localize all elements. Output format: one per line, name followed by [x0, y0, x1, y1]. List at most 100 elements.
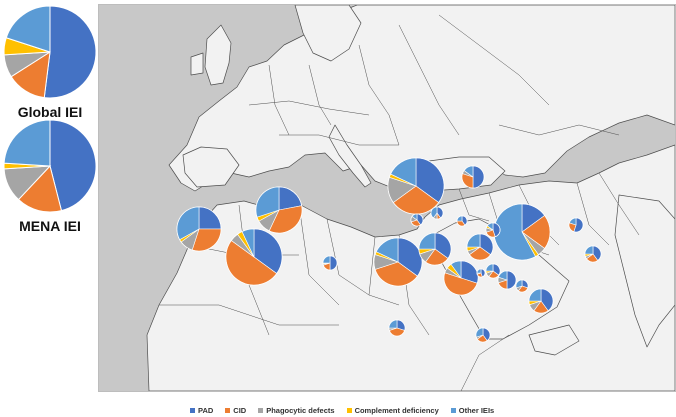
country-pie-7 — [418, 232, 452, 266]
legend-item: Phagocytic defects — [258, 405, 335, 415]
country-pie-6 — [373, 237, 423, 287]
country-pies-layer — [176, 157, 602, 343]
legend-swatch — [346, 407, 352, 413]
country-pie-5-slice-pad — [415, 157, 445, 203]
country-pie-7-slice-other-ieis — [418, 232, 436, 250]
country-pie-23 — [388, 319, 406, 337]
country-pie-10 — [430, 206, 444, 220]
legend-item: Other IEIs — [450, 405, 495, 415]
country-pie-22 — [476, 268, 486, 278]
country-pie-12 — [493, 203, 551, 261]
country-pie-3 — [225, 228, 283, 286]
legend-swatch — [450, 407, 456, 413]
country-pie-16 — [485, 263, 501, 279]
legend-item: PAD — [190, 406, 213, 415]
country-pie-18-slice-other-ieis — [515, 279, 523, 289]
legend-item: Complement deficiency — [346, 405, 439, 415]
country-pie-15-slice-pad — [492, 222, 501, 238]
country-pie-5 — [387, 157, 445, 215]
legend: PAD CID Phagocytic defects Complement defic… — [190, 403, 494, 417]
country-pie-9-slice-other-ieis — [411, 213, 418, 221]
country-pie-9 — [410, 213, 424, 227]
country-pie-23-slice-other-ieis — [388, 319, 398, 329]
mena-iei-label: MENA IEI — [19, 218, 81, 234]
country-pie-20 — [568, 217, 584, 233]
country-pie-2 — [255, 186, 303, 234]
country-pie-4-slice-pad — [329, 255, 338, 271]
landmass-scandinavia — [294, 5, 362, 62]
map — [146, 5, 675, 391]
country-pie-21-slice-pad — [592, 245, 602, 261]
country-pie-1-slice-pad — [198, 206, 222, 230]
landmass-india — [614, 194, 675, 348]
mena-iei-slice-cid — [17, 164, 63, 213]
country-pie-3-slice-pad — [253, 228, 283, 274]
landmass-italy — [328, 124, 372, 188]
country-pie-14-slice-cid — [443, 272, 478, 296]
map-panel — [98, 4, 676, 392]
country-pie-22-slice-other-ieis — [476, 268, 482, 274]
legend-label: CID — [233, 405, 247, 415]
country-pie-3-slice-cid — [225, 240, 278, 286]
country-pie-12-slice-other-ieis — [493, 203, 536, 261]
country-pie-19-slice-other-ieis — [528, 288, 542, 302]
country-pie-10-slice-other-ieis — [430, 206, 438, 219]
country-pie-24-slice-other-ieis — [475, 327, 484, 338]
borders — [159, 14, 640, 391]
legend-label: Phagocytic defects — [266, 405, 335, 415]
country-pie-5-slice-other-ieis — [390, 157, 417, 187]
country-pie-15 — [485, 222, 501, 238]
country-pie-13-slice-cid — [469, 246, 491, 261]
country-pie-8-slice-other-ieis — [463, 165, 474, 178]
country-pie-14 — [443, 260, 479, 296]
mena-iei-slice-other-ieis — [3, 119, 51, 167]
country-pie-11 — [456, 215, 468, 227]
landmass-europe — [168, 5, 675, 192]
legend-label: Complement deficiency — [354, 405, 439, 415]
country-pie-4 — [322, 255, 338, 271]
country-pie-18 — [515, 279, 529, 293]
legend-swatch — [225, 407, 231, 413]
country-pie-14-slice-other-ieis — [450, 260, 462, 279]
country-pie-4-slice-other-ieis — [322, 255, 331, 264]
landmass-ireland — [190, 52, 204, 76]
global-iei-slice-pad — [43, 5, 97, 99]
country-pie-1 — [176, 206, 222, 252]
country-pie-8-slice-pad — [472, 165, 485, 189]
legend-swatch — [258, 407, 264, 413]
landmass-britain — [204, 24, 232, 86]
country-pie-13-slice-pad — [479, 233, 494, 256]
country-pie-2-slice-cid — [268, 205, 303, 234]
country-pie-6-slice-cid — [374, 261, 418, 287]
global-iei-pie — [3, 5, 97, 99]
country-pie-1-slice-other-ieis — [176, 206, 200, 241]
country-pie-21-slice-other-ieis — [584, 245, 594, 255]
country-pie-17 — [497, 270, 517, 290]
country-pie-14-slice-pad — [460, 260, 479, 284]
country-pie-11-slice-other-ieis — [456, 215, 463, 222]
country-pie-20-slice-other-ieis — [568, 217, 577, 226]
country-pie-24 — [475, 327, 491, 343]
country-pie-16-slice-other-ieis — [485, 263, 494, 272]
mena-iei-pie — [3, 119, 97, 213]
country-pie-15-slice-other-ieis — [486, 222, 494, 231]
country-pie-19-slice-pad — [540, 288, 554, 312]
country-pie-6-slice-other-ieis — [375, 237, 399, 263]
country-pie-2-slice-other-ieis — [255, 186, 280, 218]
landmass-horn — [528, 324, 580, 356]
legend-swatch — [190, 407, 195, 413]
legend-label: PAD — [198, 405, 214, 415]
country-pie-17-slice-other-ieis — [498, 270, 508, 281]
legend-label: Other IEIs — [458, 405, 495, 415]
country-pie-13 — [466, 233, 494, 261]
global-iei-slice-other-ieis — [5, 5, 51, 53]
country-pie-8 — [461, 165, 485, 189]
global-iei-label: Global IEI — [17, 104, 83, 120]
country-pie-7-slice-pad — [434, 232, 452, 259]
country-pie-1-slice-cid — [191, 228, 222, 252]
landmass-iberia — [182, 146, 240, 188]
mena-iei-slice-pad — [49, 119, 97, 212]
country-pie-21 — [584, 245, 602, 263]
legend-item: CID — [225, 406, 246, 415]
country-pie-13-slice-other-ieis — [466, 233, 481, 248]
